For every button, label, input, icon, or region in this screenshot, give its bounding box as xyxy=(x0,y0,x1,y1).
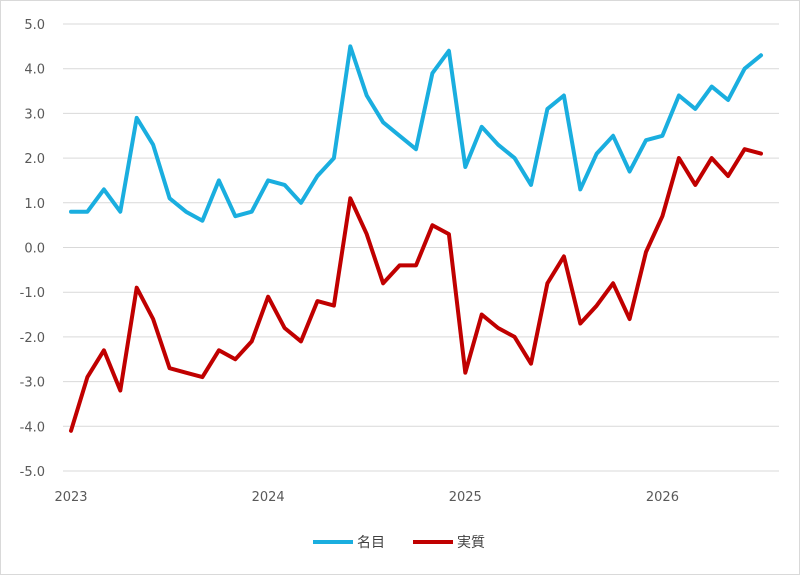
y-tick-label: 5.0 xyxy=(24,18,45,33)
x-axis-tick-labels: 2023 2024 2025 2026 xyxy=(54,490,679,505)
x-tick-label: 2025 xyxy=(449,490,482,505)
y-tick-label: -3.0 xyxy=(20,376,45,391)
y-tick-label: -4.0 xyxy=(20,420,45,435)
y-axis-tick-labels: 5.0 4.0 3.0 2.0 1.0 0.0 -1.0 -2.0 -3.0 -4.0 -5.0 xyxy=(20,18,45,480)
y-tick-label: 0.0 xyxy=(24,242,45,257)
x-tick-label: 2026 xyxy=(646,490,679,505)
series-line-0 xyxy=(69,44,763,223)
legend-label-0: 名目 xyxy=(357,535,385,551)
y-tick-label: -5.0 xyxy=(20,465,45,480)
y-tick-label: 3.0 xyxy=(24,107,45,122)
x-tick-label: 2023 xyxy=(54,490,87,505)
y-tick-label: 4.0 xyxy=(24,63,45,78)
y-tick-label: 1.0 xyxy=(24,197,45,212)
legend: 名目 実質 xyxy=(313,535,485,551)
x-tick-label: 2024 xyxy=(252,490,285,505)
gridlines xyxy=(63,23,779,472)
series-lines xyxy=(69,44,763,433)
legend-label-1: 実質 xyxy=(457,535,485,551)
y-tick-label: 2.0 xyxy=(24,152,45,167)
y-tick-label: -1.0 xyxy=(20,286,45,301)
series-line-1 xyxy=(69,147,763,433)
y-tick-label: -2.0 xyxy=(20,331,45,346)
